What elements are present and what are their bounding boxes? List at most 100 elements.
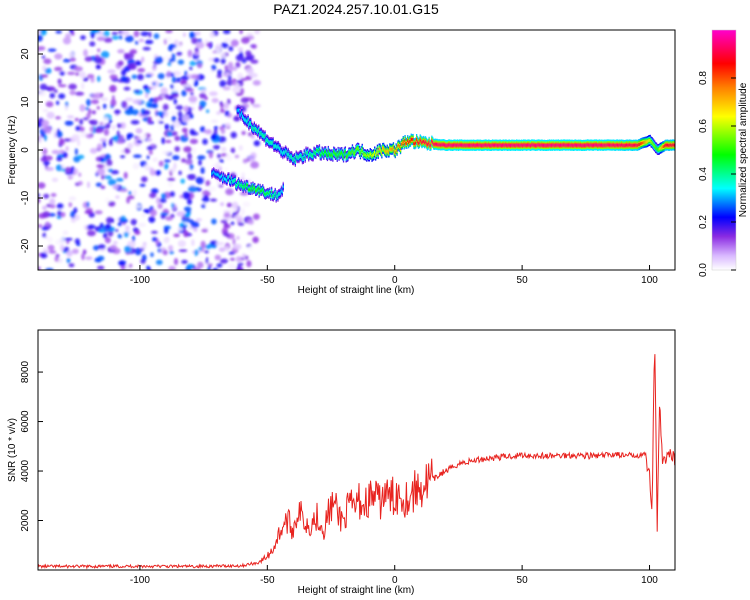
noise-blob (49, 198, 56, 205)
noise-blob (193, 79, 199, 87)
noise-blob (119, 188, 128, 192)
ridge-cell (371, 155, 373, 158)
ridge-cell (477, 143, 479, 147)
ridge-cell (393, 149, 395, 153)
noise-blob (184, 213, 191, 218)
ridge-cell (423, 140, 425, 143)
ridge-cell (601, 143, 603, 147)
y-tick-label: 6000 (20, 410, 31, 433)
noise-blob (75, 125, 81, 131)
noise-blob (239, 50, 243, 57)
ridge-cell (637, 143, 639, 147)
noise-blob (44, 249, 50, 254)
noise-blob (51, 150, 60, 154)
ridge-cell (410, 137, 412, 141)
snr-y-axis-label: SNR (10 * v/v) (7, 418, 18, 482)
noise-blob (162, 249, 168, 256)
noise-blob (230, 257, 235, 261)
ridge-cell (626, 143, 628, 147)
ridge-cell (354, 151, 356, 155)
noise-blob (171, 115, 177, 123)
ridge-cell (260, 131, 263, 135)
noise-blob (181, 90, 187, 97)
ridge-cell (621, 143, 623, 147)
noise-blob (42, 232, 47, 238)
ridge-cell (528, 143, 530, 147)
ridge-cell (519, 144, 521, 147)
ridge-cell (534, 144, 536, 147)
ridge-cell (450, 143, 453, 147)
ridge-cell (493, 143, 495, 147)
noise-blob (197, 261, 204, 269)
ridge-cell (548, 144, 550, 147)
noise-blob (115, 229, 119, 232)
noise-blob (45, 101, 54, 108)
noise-blob (148, 149, 153, 155)
snr-y-ticks: 2000 4000 6000 8000 (20, 361, 43, 532)
noise-blob (198, 246, 202, 251)
noise-blob (137, 68, 146, 73)
ridge-cell (277, 195, 279, 198)
noise-blob (245, 67, 254, 75)
noise-blob (133, 189, 137, 197)
ridge-cell (302, 157, 304, 160)
ridge-cell (245, 119, 247, 123)
ridge-cell (373, 153, 375, 157)
noise-blob (42, 211, 50, 218)
noise-blob (155, 111, 165, 116)
noise-blob (71, 31, 75, 36)
ridge-cell (457, 144, 460, 147)
ridge-cell (663, 144, 666, 148)
colorbar-tick-label: 0.0 (698, 263, 709, 277)
y-tick-label: 8000 (20, 361, 31, 384)
ridge-cell (375, 153, 377, 157)
ridge-cell (221, 174, 223, 178)
noise-blob (188, 95, 198, 103)
ridge-cell (379, 147, 381, 151)
ridge-cell (261, 133, 263, 137)
ridge-cell (226, 179, 228, 182)
noise-blob (42, 148, 48, 155)
ridge-cell (597, 144, 599, 147)
ridge-cell (490, 144, 492, 147)
noise-blob (99, 122, 103, 125)
noise-blob (95, 54, 100, 58)
noise-blob (177, 110, 183, 117)
ridge-cell (647, 139, 650, 143)
ridge-cell (416, 138, 418, 141)
ridge-cell (590, 143, 593, 147)
noise-blob (124, 97, 134, 102)
ridge-cell (575, 143, 577, 147)
noise-blob (89, 49, 94, 54)
ridge-cell (617, 143, 619, 147)
ridge-cell (350, 152, 352, 155)
noise-blob (69, 90, 76, 96)
ridge-cell (420, 139, 422, 143)
noise-blob (58, 84, 67, 88)
noise-blob (235, 82, 240, 89)
ridge-cell (256, 129, 258, 132)
noise-blob (74, 214, 80, 221)
ridge-cell (638, 143, 641, 146)
ridge-cell (657, 148, 659, 151)
ridge-cell (441, 143, 443, 147)
noise-blob (254, 30, 260, 35)
noise-blob (170, 124, 175, 132)
ridge-cell (404, 139, 406, 142)
ridge-cell (499, 143, 502, 147)
ridge-cell (368, 154, 370, 158)
ridge-cell (607, 143, 609, 147)
noise-blob (96, 65, 101, 69)
ridge-cell (559, 144, 561, 147)
noise-blob (112, 185, 119, 190)
noise-blob (252, 80, 261, 86)
ridge-cell (325, 150, 327, 154)
noise-blob (67, 175, 74, 179)
ridge-cell (432, 142, 435, 146)
ridge-cell (535, 143, 537, 147)
ridge-cell (474, 144, 477, 147)
noise-blob (64, 166, 72, 173)
noise-blob (129, 49, 137, 55)
ridge-cell (588, 143, 590, 147)
ridge-cell (561, 144, 563, 147)
